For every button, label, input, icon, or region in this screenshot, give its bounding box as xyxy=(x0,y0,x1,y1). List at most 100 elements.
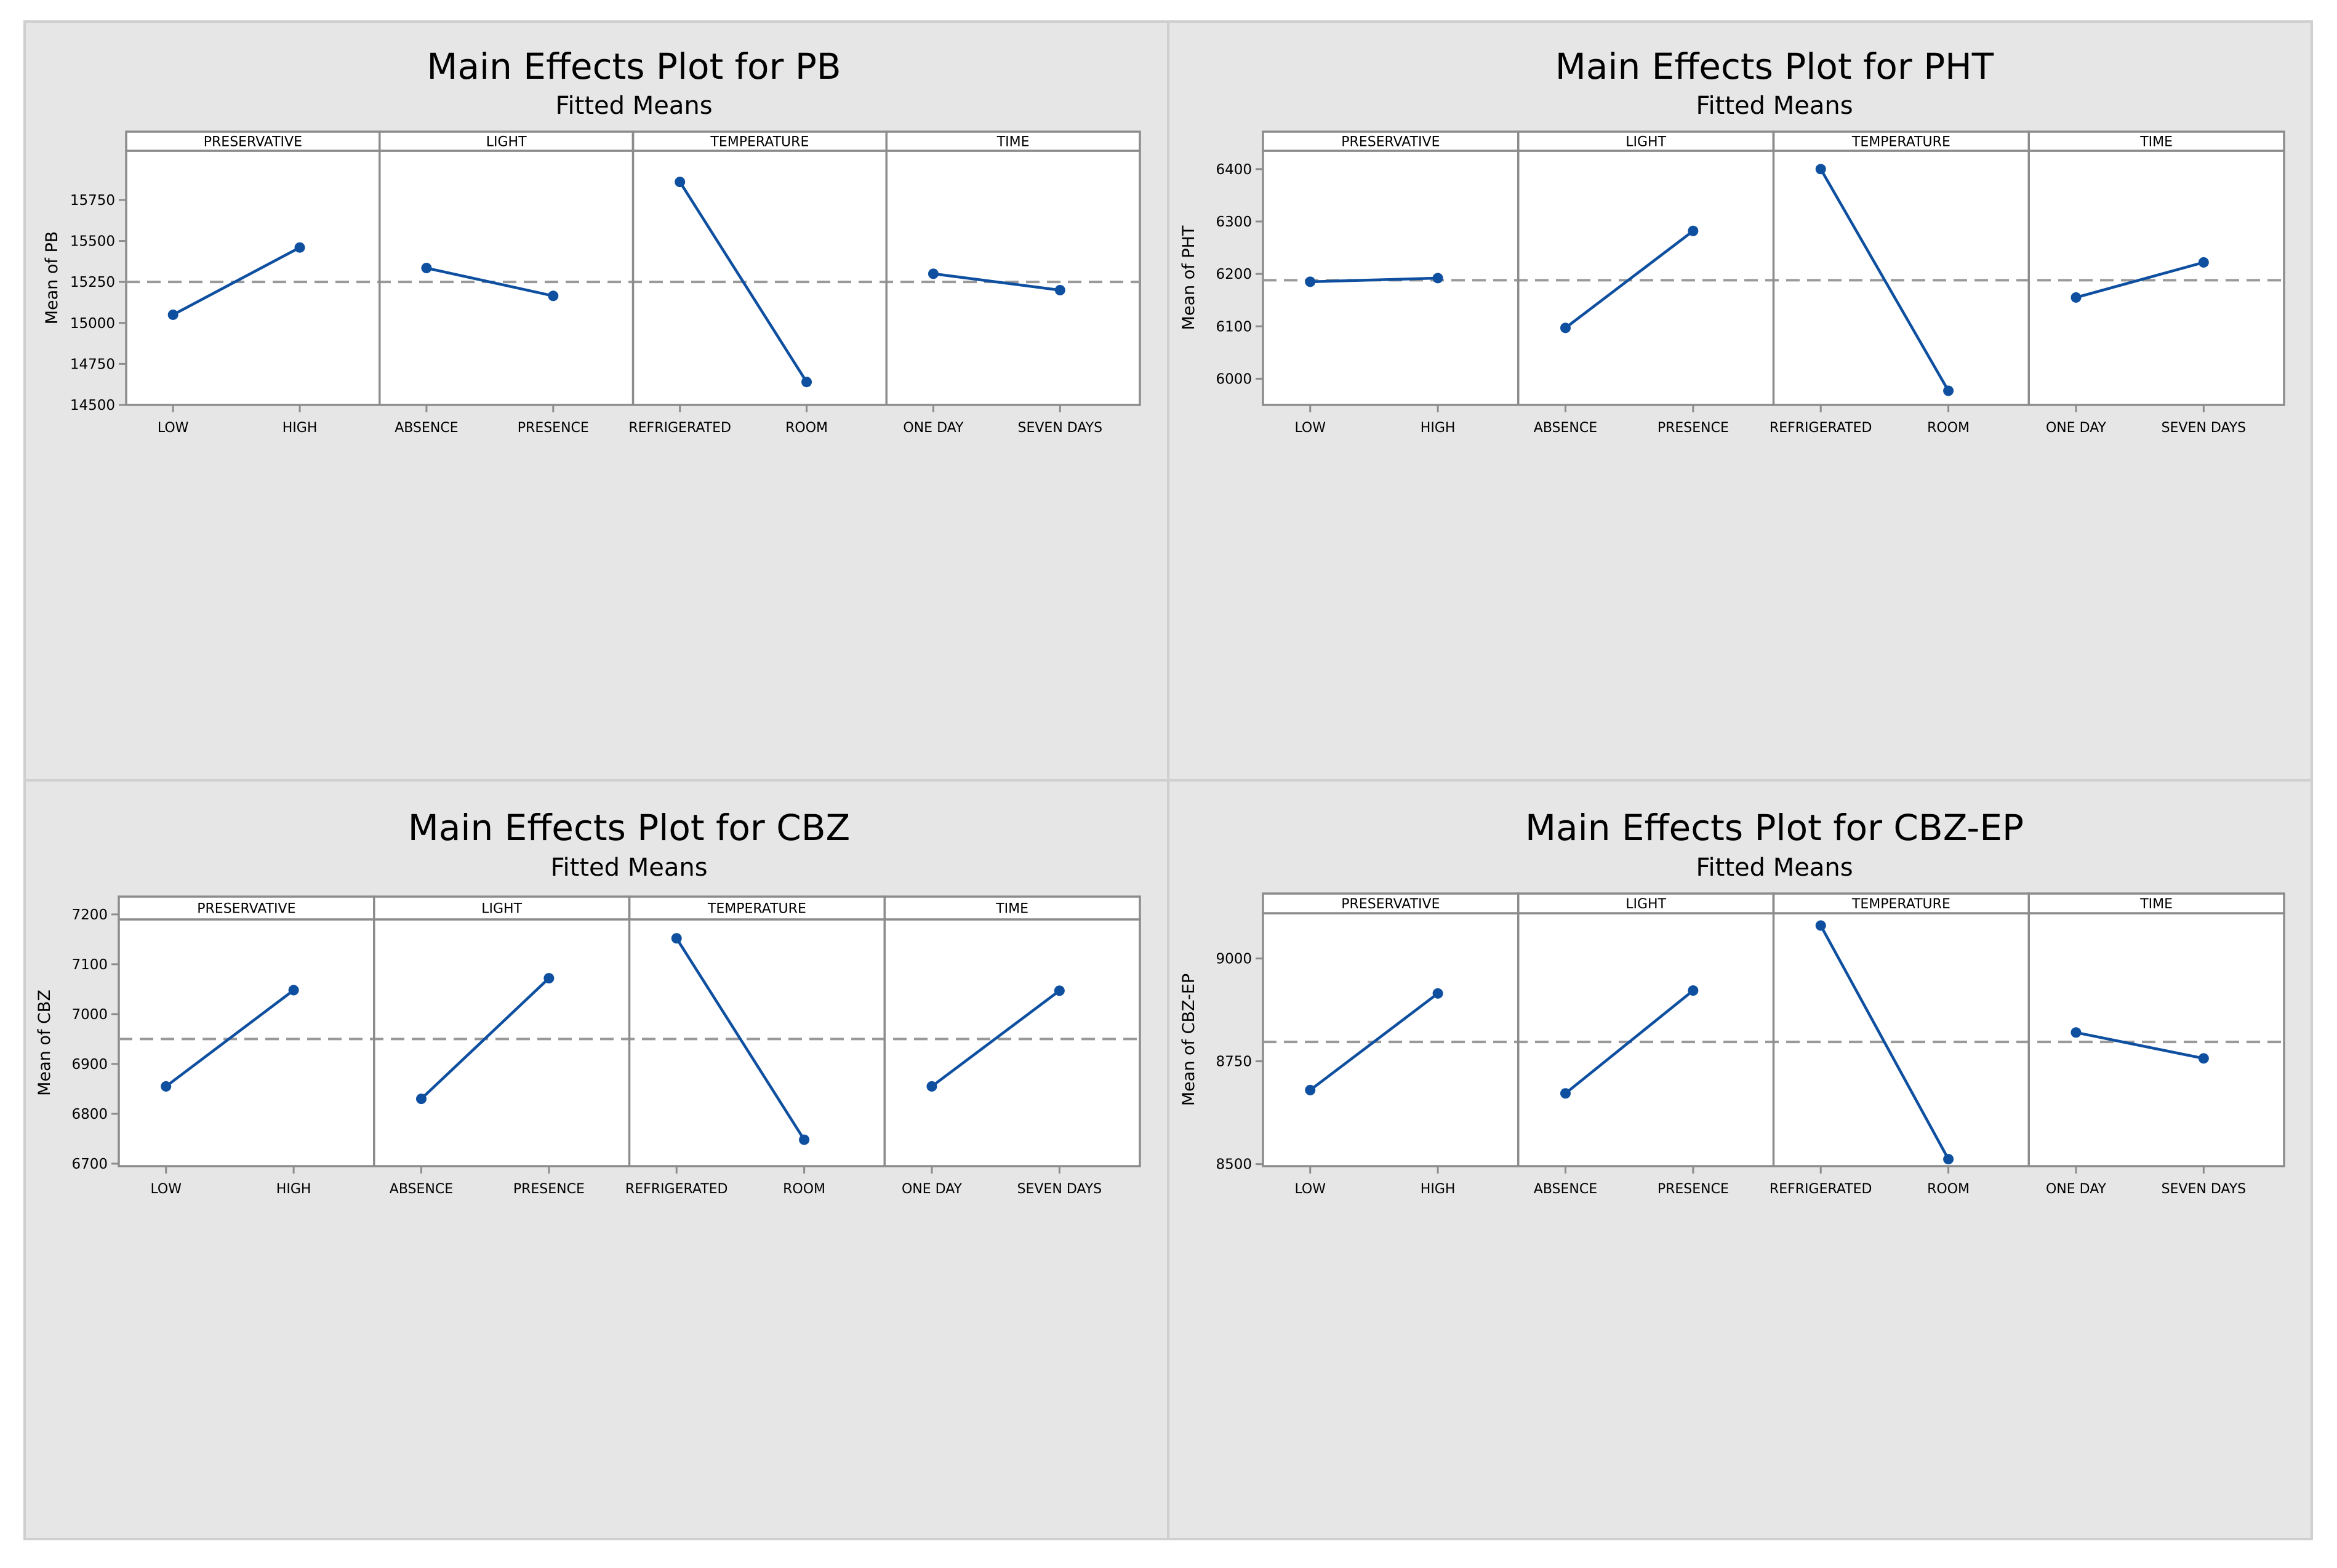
facet-label: LIGHT xyxy=(1625,135,1666,150)
x-tick-label: LOW xyxy=(1294,1182,1326,1197)
y-tick-label: 7100 xyxy=(71,957,108,973)
mean-point xyxy=(161,1081,172,1092)
mean-line-temperature xyxy=(1819,924,1950,1160)
facet-label: TIME xyxy=(2139,897,2173,912)
mean-point xyxy=(1943,385,1954,396)
x-tick-label: ROOM xyxy=(783,1182,825,1197)
x-tick-label: ABSENCE xyxy=(390,1182,453,1197)
facet-label: PRESERVATIVE xyxy=(204,135,302,150)
y-tick-label: 7000 xyxy=(71,1007,108,1023)
mean-line-time xyxy=(931,990,1060,1088)
mean-line-temperature xyxy=(675,937,806,1141)
x-tick-label: ABSENCE xyxy=(1534,420,1597,436)
x-tick-label: LOW xyxy=(1294,420,1326,436)
x-tick-label: ONE DAY xyxy=(2046,1182,2107,1197)
y-tick-label: 6200 xyxy=(1216,266,1252,282)
facet-preservative: PRESERVATIVE LOW HIGH xyxy=(1262,892,1520,1197)
chart-title: Main Effects Plot for CBZ-EP xyxy=(1525,807,2024,849)
y-tick-label: 8750 xyxy=(1216,1054,1252,1070)
x-tick-label: REFRIGERATED xyxy=(628,420,731,436)
y-tick-label: 6700 xyxy=(71,1156,108,1172)
y-axis-label: Mean of CBZ-EP xyxy=(1179,974,1198,1106)
mean-point xyxy=(2070,292,2082,303)
x-tick-label: ROOM xyxy=(1927,420,1970,436)
chart-subtitle: Fitted Means xyxy=(1696,854,1853,882)
mean-point xyxy=(801,377,812,388)
x-tick-label: SEVEN DAYS xyxy=(2162,1182,2247,1197)
x-tick-label: HIGH xyxy=(1421,420,1456,436)
facet-preservative: PRESERVATIVE LOW HIGH xyxy=(125,130,381,436)
y-tick-label: 6100 xyxy=(1216,319,1252,335)
x-tick-label: PRESENCE xyxy=(513,1182,585,1197)
x-tick-label: SEVEN DAYS xyxy=(1018,420,1103,436)
x-tick-label: PRESENCE xyxy=(1658,420,1729,436)
x-tick-label: REFRIGERATED xyxy=(1770,1182,1872,1197)
mean-point xyxy=(2198,1053,2209,1064)
mean-line-preservative xyxy=(172,246,301,316)
facet-label: PRESERVATIVE xyxy=(197,902,295,917)
facet-temperature: TEMPERATURE REFRIGERATED ROOM xyxy=(628,130,888,436)
facet-temperature: TEMPERATURE REFRIGERATED ROOM xyxy=(1770,130,2030,436)
mean-point xyxy=(799,1134,810,1145)
facet-label: TIME xyxy=(995,902,1028,917)
y-axis-label: Mean of PHT xyxy=(1179,225,1198,330)
facet-time: TIME ONE DAY SEVEN DAYS xyxy=(2027,892,2285,1197)
mean-line-time xyxy=(2075,261,2204,299)
mean-point xyxy=(548,290,559,302)
x-tick-label: ROOM xyxy=(1927,1182,1970,1197)
facet-temperature: TEMPERATURE REFRIGERATED ROOM xyxy=(625,895,886,1197)
chart-subtitle: Fitted Means xyxy=(555,92,712,120)
facet-label: LIGHT xyxy=(1625,897,1666,912)
mean-point xyxy=(675,177,686,188)
mean-point xyxy=(1688,985,1699,996)
mean-point xyxy=(543,973,555,984)
facet-label: PRESERVATIVE xyxy=(1341,897,1440,912)
y-tick-label: 15250 xyxy=(70,274,115,290)
facet-strip xyxy=(373,895,631,921)
facet-label: TIME xyxy=(996,135,1030,150)
x-tick-label: ONE DAY xyxy=(2046,420,2107,436)
mean-line-light xyxy=(1565,989,1694,1095)
x-tick-label: HIGH xyxy=(1421,1182,1456,1197)
mean-line-light xyxy=(420,977,550,1100)
y-tick-label: 15750 xyxy=(70,193,115,209)
chart-panel-4: Main Effects Plot for CBZ-EP Fitted Means… xyxy=(1167,779,2313,1540)
mean-point xyxy=(1688,225,1699,236)
mean-point xyxy=(1054,985,1065,996)
facet-light: LIGHT ABSENCE PRESENCE xyxy=(373,895,631,1197)
facet-temperature: TEMPERATURE REFRIGERATED ROOM xyxy=(1770,892,2030,1197)
mean-line-preservative xyxy=(1310,276,1438,284)
x-tick-label: REFRIGERATED xyxy=(625,1182,728,1197)
mean-point xyxy=(928,268,939,279)
y-tick-label: 6800 xyxy=(71,1106,108,1122)
y-tick-label: 8500 xyxy=(1216,1157,1252,1173)
y-tick-label: 6900 xyxy=(71,1057,108,1073)
mean-point xyxy=(671,933,682,944)
facet-preservative: PRESERVATIVE LOW HIGH xyxy=(1262,130,1520,436)
chart-title: Main Effects Plot for PHT xyxy=(1555,46,1994,87)
facet-preservative: PRESERVATIVE LOW HIGH xyxy=(118,895,375,1197)
x-tick-label: LOW xyxy=(150,1182,182,1197)
mean-point xyxy=(1943,1154,1954,1165)
mean-point xyxy=(1432,273,1443,284)
mean-point xyxy=(2198,257,2209,268)
facet-time: TIME ONE DAY SEVEN DAYS xyxy=(885,130,1141,436)
y-tick-label: 7200 xyxy=(71,907,108,923)
x-tick-label: ABSENCE xyxy=(1534,1182,1597,1197)
mean-point xyxy=(1815,920,1826,931)
chart-title: Main Effects Plot for CBZ xyxy=(408,807,850,849)
chart-title: Main Effects Plot for PB xyxy=(427,46,841,87)
x-tick-label: ONE DAY xyxy=(902,1182,963,1197)
y-axis-label: Mean of CBZ xyxy=(35,990,54,1096)
mean-line-temperature xyxy=(678,181,808,383)
y-axis-label: Mean of PB xyxy=(42,231,62,325)
facet-label: TEMPERATURE xyxy=(710,135,809,150)
facet-strip xyxy=(2027,130,2285,152)
y-tick-label: 15000 xyxy=(70,316,115,332)
mean-point xyxy=(1815,164,1826,175)
facet-time: TIME ONE DAY SEVEN DAYS xyxy=(2027,130,2285,436)
facet-label: TEMPERATURE xyxy=(707,902,806,917)
mean-point xyxy=(415,1094,427,1105)
chart-panel-1: Main Effects Plot for PB Fitted Means 1450… xyxy=(23,20,1169,782)
mean-point xyxy=(1560,1088,1571,1099)
